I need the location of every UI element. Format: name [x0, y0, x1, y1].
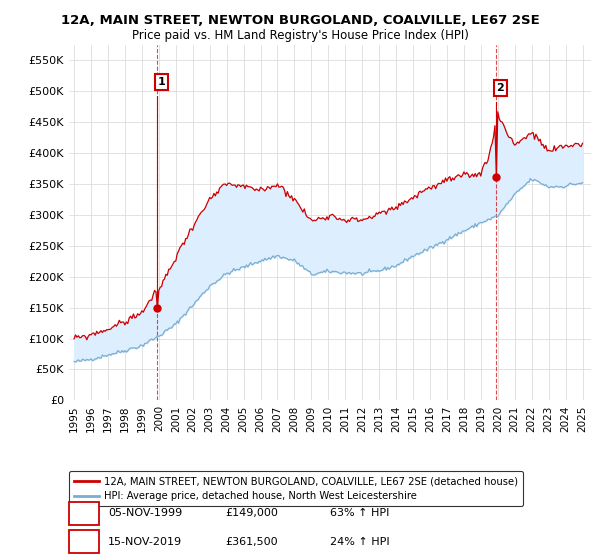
Text: 2: 2 — [496, 83, 504, 93]
Text: 15-NOV-2019: 15-NOV-2019 — [108, 536, 182, 547]
Text: 24% ↑ HPI: 24% ↑ HPI — [330, 536, 389, 547]
Text: £361,500: £361,500 — [226, 536, 278, 547]
Text: 63% ↑ HPI: 63% ↑ HPI — [330, 508, 389, 518]
Legend: 12A, MAIN STREET, NEWTON BURGOLAND, COALVILLE, LE67 2SE (detached house), HPI: A: 12A, MAIN STREET, NEWTON BURGOLAND, COAL… — [69, 471, 523, 506]
Text: £149,000: £149,000 — [226, 508, 278, 518]
FancyBboxPatch shape — [69, 530, 99, 553]
FancyBboxPatch shape — [69, 502, 99, 525]
Text: Price paid vs. HM Land Registry's House Price Index (HPI): Price paid vs. HM Land Registry's House … — [131, 29, 469, 42]
Text: 2: 2 — [80, 535, 88, 548]
Text: 05-NOV-1999: 05-NOV-1999 — [108, 508, 182, 518]
Text: 1: 1 — [157, 77, 165, 87]
Text: 1: 1 — [80, 507, 88, 520]
Text: 12A, MAIN STREET, NEWTON BURGOLAND, COALVILLE, LE67 2SE: 12A, MAIN STREET, NEWTON BURGOLAND, COAL… — [61, 14, 539, 27]
